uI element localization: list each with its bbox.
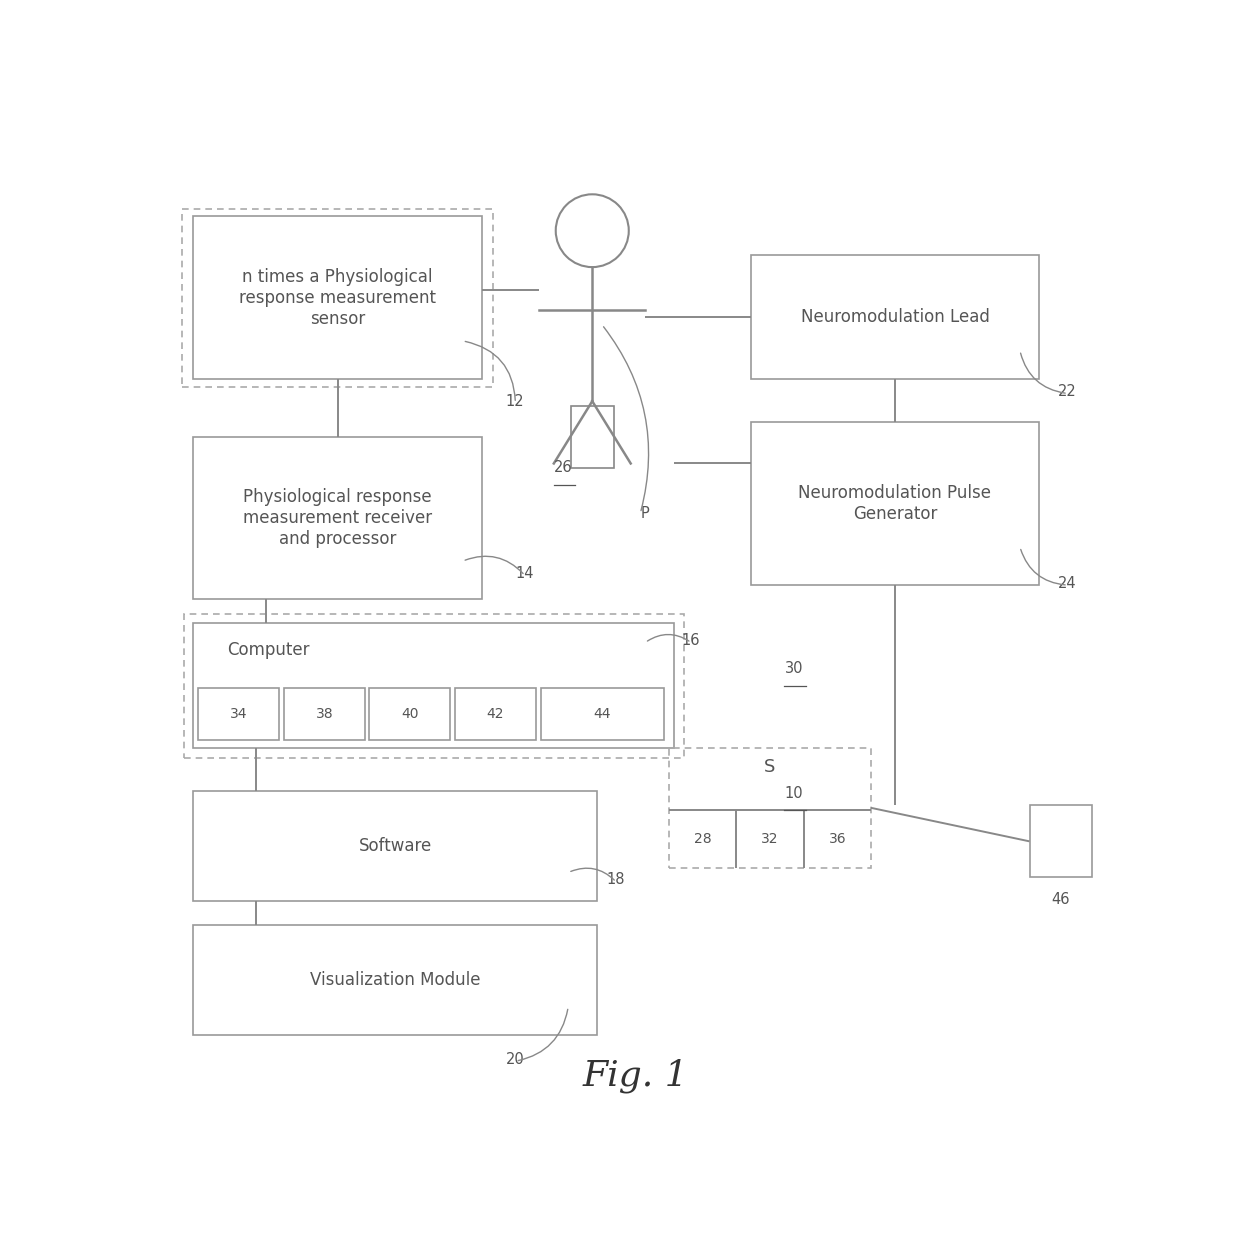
Text: 32: 32: [761, 832, 779, 846]
Text: 30: 30: [785, 661, 804, 677]
Text: n times a Physiological
response measurement
sensor: n times a Physiological response measure…: [239, 267, 436, 327]
Text: Neuromodulation Pulse
Generator: Neuromodulation Pulse Generator: [799, 484, 992, 522]
Bar: [455, 688, 536, 740]
Bar: [182, 209, 494, 387]
Text: 14: 14: [516, 566, 534, 581]
Text: 10: 10: [785, 786, 804, 801]
Bar: [198, 688, 279, 740]
Text: 26: 26: [554, 460, 573, 475]
Text: 44: 44: [594, 707, 611, 722]
Text: 28: 28: [694, 832, 712, 846]
Text: 18: 18: [606, 872, 625, 887]
Text: 42: 42: [487, 707, 505, 722]
Bar: [193, 791, 596, 901]
Text: 34: 34: [229, 707, 248, 722]
Bar: [193, 216, 481, 379]
Text: 46: 46: [1052, 892, 1070, 907]
Text: 24: 24: [1058, 576, 1078, 591]
Text: Physiological response
measurement receiver
and processor: Physiological response measurement recei…: [243, 488, 433, 547]
Bar: [193, 926, 596, 1035]
Text: Visualization Module: Visualization Module: [310, 972, 481, 989]
Text: Fig. 1: Fig. 1: [583, 1059, 688, 1092]
Bar: [751, 255, 1039, 379]
Bar: [1029, 805, 1092, 877]
Bar: [751, 422, 1039, 585]
Text: 16: 16: [682, 633, 701, 648]
Text: 36: 36: [828, 832, 846, 846]
Text: 12: 12: [506, 393, 525, 408]
Text: 20: 20: [506, 1051, 525, 1066]
Bar: [193, 623, 675, 748]
Text: P: P: [640, 506, 649, 521]
Text: 40: 40: [401, 707, 419, 722]
Text: Computer: Computer: [227, 641, 310, 658]
Text: Neuromodulation Lead: Neuromodulation Lead: [801, 309, 990, 326]
Bar: [541, 688, 665, 740]
Bar: [193, 437, 481, 600]
Bar: [670, 748, 870, 868]
Bar: [570, 406, 614, 468]
Text: S: S: [764, 758, 776, 775]
Bar: [370, 688, 450, 740]
Bar: [184, 613, 683, 758]
Bar: [284, 688, 365, 740]
Text: 22: 22: [1058, 384, 1078, 399]
Text: Software: Software: [358, 837, 432, 855]
Text: 38: 38: [315, 707, 334, 722]
